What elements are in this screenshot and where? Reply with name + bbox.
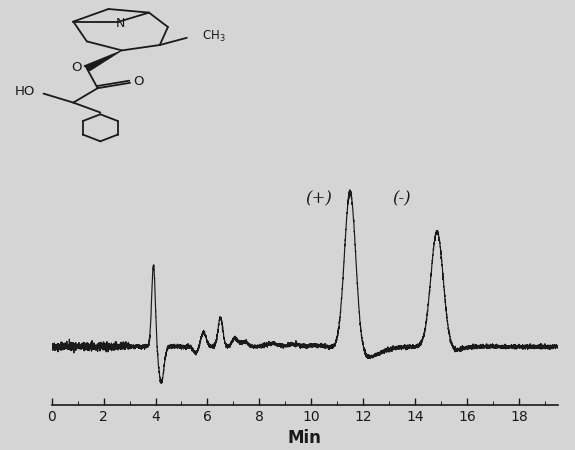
Text: (+): (+) (305, 191, 332, 207)
Text: O: O (71, 61, 82, 74)
Text: CH$_3$: CH$_3$ (202, 29, 225, 45)
Text: (-): (-) (393, 191, 411, 207)
Text: N: N (116, 17, 125, 30)
Polygon shape (84, 50, 122, 71)
Text: HO: HO (14, 86, 35, 98)
Text: O: O (133, 76, 143, 88)
X-axis label: Min: Min (288, 429, 321, 447)
